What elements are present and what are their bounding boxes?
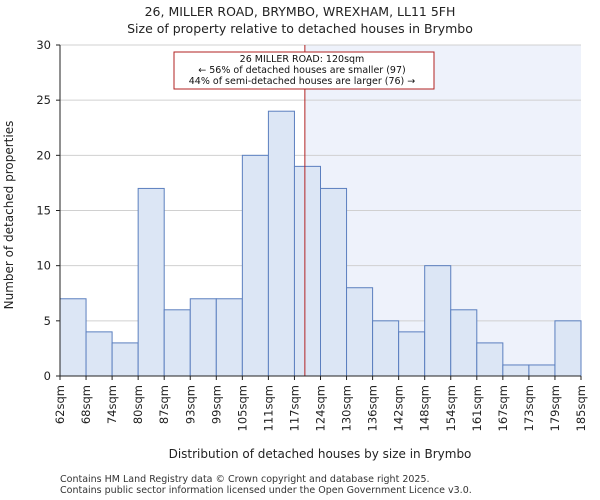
- bar-179sqm: [554, 320, 582, 377]
- bars: [59, 110, 582, 377]
- bar-62sqm: [59, 298, 87, 377]
- x-tick-label-179sqm: 179sqm: [548, 385, 562, 431]
- bar-99sqm: [215, 298, 243, 377]
- x-tick-label-173sqm: 173sqm: [522, 385, 536, 431]
- x-tick-label-99sqm: 99sqm: [209, 385, 223, 424]
- bar-80sqm: [137, 187, 165, 377]
- bar-173sqm: [528, 364, 556, 377]
- x-tick-label-161sqm: 161sqm: [470, 385, 484, 431]
- y-tick-label-20: 20: [36, 148, 51, 162]
- x-tick-label-68sqm: 68sqm: [79, 385, 93, 424]
- bar-117sqm: [293, 165, 322, 377]
- x-axis-label: Distribution of detached houses by size …: [169, 447, 472, 461]
- bar-124sqm: [320, 187, 348, 377]
- bar-111sqm: [267, 110, 295, 377]
- bar-167sqm: [502, 364, 530, 377]
- x-tick-label-124sqm: 124sqm: [314, 385, 328, 431]
- footer-line-2: Contains public sector information licen…: [60, 485, 472, 496]
- annotation-line-2: ← 56% of detached houses are smaller (97…: [198, 65, 405, 76]
- y-tick-label-0: 0: [44, 369, 51, 383]
- bar-161sqm: [476, 342, 504, 377]
- x-tick-label-148sqm: 148sqm: [418, 385, 432, 431]
- y-tick-label-25: 25: [36, 93, 51, 107]
- y-axis-label: Number of detached properties: [2, 121, 16, 310]
- x-tick-label-87sqm: 87sqm: [157, 385, 171, 424]
- x-tick-label-142sqm: 142sqm: [392, 385, 406, 431]
- x-tick-label-167sqm: 167sqm: [496, 385, 510, 431]
- x-tick-label-117sqm: 117sqm: [287, 385, 301, 431]
- chart-subtitle: Size of property relative to detached ho…: [127, 21, 473, 36]
- x-tick-label-80sqm: 80sqm: [131, 385, 145, 424]
- chart-title: 26, MILLER ROAD, BRYMBO, WREXHAM, LL11 5…: [145, 4, 456, 19]
- y-tick-labels: 0 5 10 15 20 25 30: [36, 38, 60, 383]
- bar-105sqm: [241, 154, 269, 377]
- x-tick-label-62sqm: 62sqm: [53, 385, 67, 424]
- annotation-line-3: 44% of semi-detached houses are larger (…: [189, 76, 416, 87]
- y-tick-label-5: 5: [44, 314, 51, 328]
- annotation-box: 26 MILLER ROAD: 120sqm ← 56% of detached…: [173, 51, 435, 90]
- x-tick-label-185sqm: 185sqm: [574, 385, 588, 431]
- x-tick-label-111sqm: 111sqm: [261, 385, 275, 431]
- x-tick-label-74sqm: 74sqm: [105, 385, 119, 424]
- bar-142sqm: [398, 331, 426, 377]
- x-tick-label-154sqm: 154sqm: [444, 385, 458, 431]
- x-tick-label-105sqm: 105sqm: [235, 385, 249, 431]
- y-tick-label-10: 10: [36, 259, 51, 273]
- y-tick-label-30: 30: [36, 38, 51, 52]
- x-tick-label-136sqm: 136sqm: [366, 385, 380, 431]
- annotation-line-1: 26 MILLER ROAD: 120sqm: [240, 54, 365, 65]
- bar-68sqm: [85, 331, 113, 377]
- bar-136sqm: [372, 320, 400, 377]
- y-tick-label-15: 15: [36, 204, 51, 218]
- bar-93sqm: [189, 298, 217, 377]
- bar-148sqm: [424, 265, 452, 377]
- bar-87sqm: [163, 309, 191, 377]
- bar-74sqm: [111, 342, 139, 377]
- x-tick-labels: 62sqm 68sqm 74sqm 80sqm 87sqm 93sqm 99sqm 105sq…: [53, 376, 588, 431]
- x-tick-label-93sqm: 93sqm: [183, 385, 197, 424]
- bar-154sqm: [450, 309, 478, 377]
- footer-line-1: Contains HM Land Registry data © Crown c…: [60, 474, 430, 485]
- x-tick-label-130sqm: 130sqm: [340, 385, 354, 431]
- bar-130sqm: [346, 287, 374, 377]
